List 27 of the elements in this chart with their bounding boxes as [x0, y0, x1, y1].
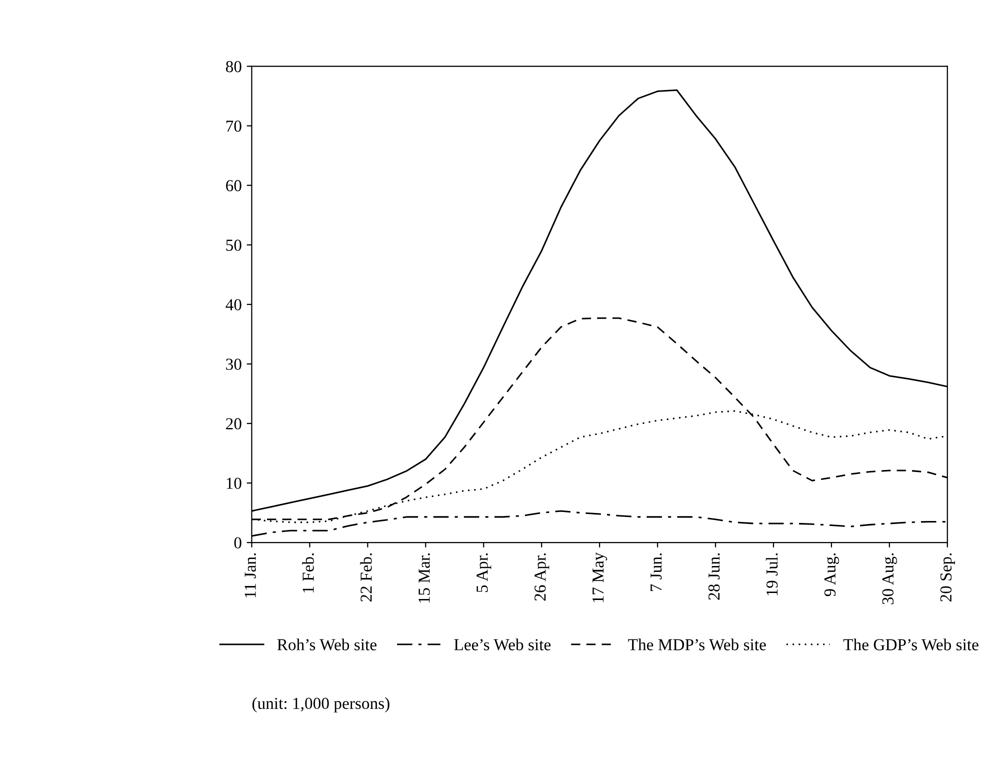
legend-label: Roh’s Web site	[277, 638, 376, 650]
text: (unit: 1,000 persons)	[252, 697, 390, 712]
y-tick-label: 70	[226, 120, 242, 132]
x-tick-label: 1 Feb.	[302, 553, 314, 592]
x-tick-label: 17 May	[592, 552, 608, 602]
x-tick-label: 7 Jun.	[650, 553, 662, 591]
x-tick-label: 20 Sep.	[940, 553, 955, 602]
x-tick-label: 22 Feb.	[360, 553, 372, 602]
y-tick-label: 20	[226, 418, 242, 430]
y-tick-label: 50	[226, 240, 242, 251]
legend-label: Lee’s Web site	[454, 638, 551, 650]
x-tick-label: 26 Apr.	[534, 553, 550, 601]
x-tick-label: 30 Aug.	[882, 553, 897, 604]
y-tick-label: 40	[226, 299, 242, 310]
y-tick-label: 0	[234, 537, 242, 548]
legend-label: The MDP’s Web site	[628, 638, 766, 650]
y-tick-label: 30	[226, 358, 242, 370]
y-tick-label: 80	[226, 60, 242, 72]
x-tick-label: 5 Apr.	[476, 553, 492, 592]
y-tick-label: 10	[226, 478, 242, 489]
x-tick-label: 9 Aug.	[824, 553, 840, 596]
y-tick-label: 60	[226, 180, 242, 192]
x-tick-label: 28 Jun.	[708, 553, 720, 600]
x-tick-label: 19 Jul.	[766, 553, 778, 596]
x-tick-label: 11 Jan.	[244, 553, 256, 598]
legend-label: The GDP’s Web site	[843, 638, 978, 650]
x-tick-label: 15 Mar.	[418, 553, 430, 603]
